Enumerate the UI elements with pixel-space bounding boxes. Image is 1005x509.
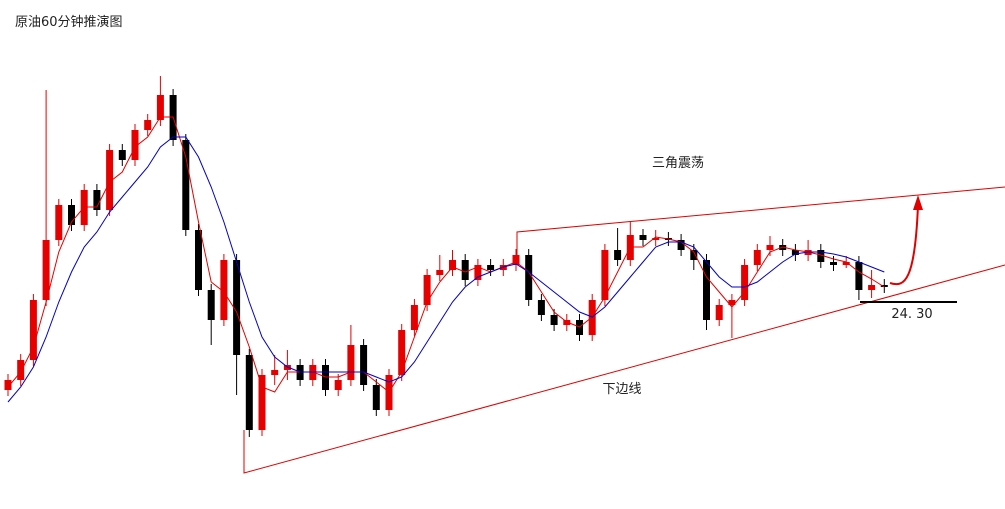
- candle-body: [703, 260, 710, 320]
- candle-body: [106, 150, 114, 210]
- candle-body: [207, 290, 215, 320]
- candle-body: [855, 262, 863, 290]
- candle-body: [423, 275, 431, 305]
- candle-body: [195, 230, 202, 290]
- candle-body: [118, 150, 126, 160]
- candle-body: [487, 265, 495, 270]
- candle-body: [436, 270, 444, 275]
- candle-body: [614, 250, 622, 260]
- candle-body: [55, 205, 63, 240]
- candle-body: [715, 305, 723, 320]
- moving-average: [7, 116, 885, 393]
- candle-body: [690, 250, 698, 260]
- candle-body: [360, 345, 368, 385]
- candle-body: [461, 260, 469, 280]
- candle-body: [220, 260, 228, 320]
- candle-body: [512, 255, 520, 265]
- candle-body: [842, 262, 850, 265]
- chart-title: 原油60分钟推演图: [15, 14, 123, 30]
- candle-body: [258, 375, 266, 430]
- annotation: 三角震荡: [652, 156, 704, 171]
- candle-body: [29, 300, 37, 360]
- candle-body: [68, 205, 75, 225]
- candle-body: [93, 190, 101, 210]
- candle-body: [830, 262, 837, 265]
- candle-body: [398, 330, 406, 375]
- candle-body: [17, 360, 25, 380]
- candle-body: [156, 95, 164, 120]
- candle-body: [728, 300, 736, 305]
- candle-body: [601, 250, 609, 300]
- candle-body: [4, 380, 12, 390]
- candle-body: [474, 265, 482, 280]
- candle-body: [42, 240, 50, 300]
- candle-body: [525, 255, 533, 300]
- candle-body: [449, 260, 456, 270]
- candle-body: [334, 380, 342, 390]
- upper-trendline: [516, 186, 1005, 260]
- candle-body: [245, 355, 253, 430]
- candle-body: [233, 260, 241, 355]
- candle-body: [144, 120, 152, 130]
- candle-body: [753, 250, 761, 265]
- lower-trendline: [243, 264, 1005, 474]
- candle-body: [817, 250, 825, 262]
- candle-body: [741, 265, 749, 300]
- candle-body: [677, 240, 685, 250]
- candle-body: [791, 250, 799, 255]
- candle-body: [550, 315, 558, 325]
- candle-body: [410, 305, 418, 330]
- candle-body: [639, 235, 647, 240]
- candle-body: [131, 130, 139, 160]
- candle-body: [880, 285, 888, 287]
- annotation: 下边线: [602, 382, 641, 397]
- candle-body: [766, 245, 774, 250]
- candle-body: [271, 370, 279, 375]
- moving-average: [7, 136, 885, 403]
- candle-body: [868, 285, 876, 290]
- candle-body: [182, 140, 190, 230]
- candle-body: [347, 345, 355, 380]
- arrow-head: [913, 195, 923, 210]
- candle-body: [652, 238, 660, 240]
- candle-body: [537, 300, 545, 315]
- candle-body: [372, 385, 380, 410]
- support-label: 24. 30: [891, 307, 932, 322]
- forecast-arrow: [889, 204, 919, 286]
